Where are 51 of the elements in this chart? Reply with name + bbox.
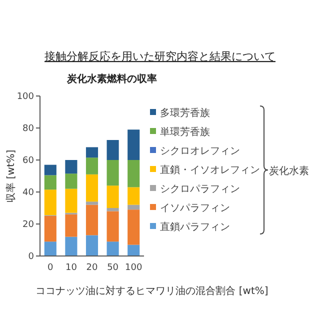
y-tick-label: 60 (22, 156, 34, 166)
chart-subtitle: 炭化水素燃料の収率 (66, 73, 157, 85)
legend-label: イソパラフィン (160, 203, 230, 214)
y-tick-label: 0 (28, 252, 34, 262)
bar (106, 186, 119, 208)
y-tick-label: 100 (16, 92, 34, 102)
x-tick-label: 100 (125, 263, 142, 273)
bar (86, 174, 98, 202)
bar (86, 158, 98, 174)
bar (65, 160, 78, 174)
bar (44, 175, 56, 190)
bar (106, 242, 119, 256)
legend-label: 直鎖パラフィン (160, 221, 230, 233)
bar (128, 210, 140, 245)
x-tick-label: 10 (65, 263, 78, 273)
bar (128, 204, 140, 210)
bar (44, 216, 56, 242)
bar (106, 208, 119, 212)
chart-title: 接触分解反応を用いた研究内容と結果について (44, 50, 276, 63)
bar (86, 147, 98, 158)
y-tick-label: 20 (22, 220, 34, 230)
bar (106, 140, 119, 160)
bar (44, 190, 56, 216)
bar (86, 202, 98, 205)
bar (128, 160, 140, 188)
bar (44, 242, 56, 256)
bar (106, 160, 119, 186)
legend-label: 単環芳香族 (160, 126, 210, 138)
bar (128, 244, 140, 256)
bar (128, 130, 140, 160)
y-tick-label: 80 (22, 124, 34, 134)
bar (86, 204, 98, 236)
bar (86, 235, 98, 256)
legend-label: 直鎖・イソオレフィン (160, 164, 260, 176)
legend-label: シクロオレフィン (160, 146, 240, 157)
legend-label: シクロパラフィン (160, 184, 240, 195)
bar (65, 188, 78, 213)
bar (106, 211, 119, 242)
text: 炭化水素 (269, 165, 309, 177)
bar (65, 214, 78, 237)
x-axis-title: ココナッツ油に対するヒマワリ油の混合割合 [wt%] (36, 285, 268, 297)
bar (65, 236, 78, 256)
bar (128, 187, 140, 205)
legend-label: 多環芳香族 (160, 107, 210, 119)
bar (65, 174, 78, 189)
y-tick-label: 40 (22, 188, 34, 198)
x-tick-label: 50 (107, 263, 119, 273)
bar (44, 164, 56, 176)
x-tick-label: 0 (48, 263, 54, 273)
x-tick-label: 20 (86, 263, 98, 273)
y-axis-title: 収率 [wt%] (5, 150, 17, 202)
